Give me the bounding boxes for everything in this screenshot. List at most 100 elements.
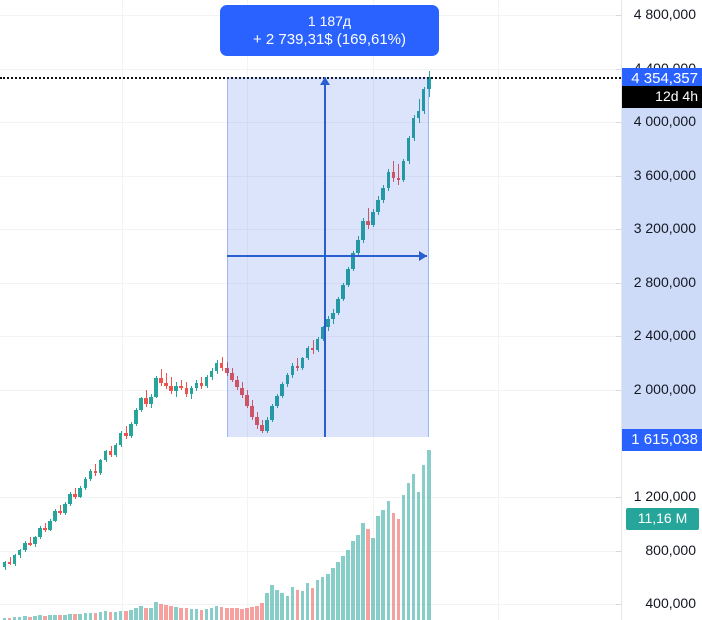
volume-value-tag[interactable]: 11,16 M	[626, 508, 699, 530]
candle-body	[113, 444, 118, 455]
candle-body	[123, 433, 128, 436]
grid-line-h	[0, 604, 621, 605]
measurement-axis-line	[324, 77, 326, 437]
price-axis-tick-label: 4 000,000	[633, 113, 696, 129]
volume-bar	[63, 614, 67, 620]
candle-body	[356, 240, 360, 253]
volume-bar	[58, 615, 62, 620]
candle-body	[164, 382, 168, 387]
candle-wick	[181, 379, 182, 391]
volume-bar	[164, 605, 168, 620]
candle-body	[108, 451, 113, 455]
candle-body	[426, 76, 431, 90]
volume-bar	[330, 568, 335, 620]
selection-low-price-tag[interactable]: 1 615,038	[622, 429, 702, 451]
volume-bar	[240, 608, 244, 620]
volume-bar	[366, 528, 370, 620]
volume-bar	[43, 615, 47, 620]
candle-body	[270, 406, 274, 420]
price-axis-tick-mark	[616, 15, 621, 16]
price-axis-tick-mark	[616, 390, 621, 391]
candle-body	[144, 398, 148, 405]
volume-bar	[285, 595, 290, 620]
volume-bar	[219, 607, 224, 620]
candle-body	[63, 504, 67, 514]
volume-bar	[159, 604, 163, 620]
candle-body	[381, 187, 386, 200]
volume-bar	[320, 577, 325, 620]
candle-body	[235, 380, 239, 388]
candle-body	[184, 387, 189, 394]
candle-body	[199, 382, 204, 387]
price-axis-tick-mark	[616, 497, 621, 498]
grid-line-h	[0, 229, 621, 230]
volume-bar	[12, 617, 17, 620]
price-axis-tick-label: 3 600,000	[633, 167, 696, 183]
volume-bar	[118, 610, 123, 620]
volume-bar	[169, 606, 173, 620]
volume-bar	[209, 607, 214, 620]
candle-body	[346, 269, 350, 285]
volume-bar	[310, 588, 315, 620]
volume-bar	[68, 613, 72, 620]
price-axis-selection-band	[622, 77, 702, 437]
candle-body	[214, 362, 219, 372]
volume-bar	[7, 617, 12, 620]
candle-body	[169, 386, 173, 391]
candle-wick	[166, 373, 167, 389]
volume-bar	[194, 609, 199, 620]
candle-body	[219, 362, 224, 369]
price-level-line	[0, 76, 621, 79]
candle-body	[330, 312, 335, 320]
volume-bar	[204, 608, 209, 620]
price-axis-tick-mark	[616, 336, 621, 337]
candle-body	[83, 478, 88, 488]
volume-bar	[22, 616, 27, 620]
measurement-selection-box[interactable]	[227, 77, 429, 437]
grid-line-h	[0, 176, 621, 177]
last-price-tag[interactable]: 4 354,357	[622, 68, 702, 90]
measurement-tooltip[interactable]: 1 187д + 2 739,31$ (169,61%)	[220, 5, 439, 56]
volume-bar	[280, 593, 285, 620]
price-chart-plot[interactable]	[0, 0, 621, 620]
candle-body	[27, 543, 32, 545]
volume-bar	[2, 618, 7, 620]
grid-line-v	[498, 0, 499, 620]
volume-bar	[73, 614, 78, 620]
grid-line-v	[373, 0, 374, 620]
candle-wick	[297, 357, 298, 372]
candle-body	[411, 117, 416, 139]
volume-bar	[255, 606, 259, 620]
candle-wick	[171, 377, 172, 394]
candle-body	[189, 388, 194, 394]
candle-body	[33, 537, 37, 545]
candle-body	[386, 172, 391, 188]
volume-bar	[149, 608, 153, 620]
volume-bar	[229, 608, 234, 620]
candle-body	[159, 378, 163, 383]
price-axis-tick-mark	[616, 176, 621, 177]
candle-body	[78, 487, 83, 497]
volume-bar	[113, 611, 118, 620]
candle-body	[376, 199, 381, 212]
candle-wick	[313, 339, 314, 354]
volume-bar	[88, 612, 93, 620]
price-axis-tick-mark	[616, 122, 621, 123]
candle-body	[300, 358, 305, 369]
volume-bar	[270, 584, 274, 620]
volume-bar	[93, 613, 98, 620]
grid-line-h	[0, 551, 621, 552]
candle-body	[295, 365, 300, 369]
candle-wick	[30, 537, 31, 547]
candle-body	[179, 386, 184, 388]
candle-body	[305, 348, 310, 359]
candle-body	[58, 510, 62, 514]
volume-bar	[325, 574, 330, 620]
volume-bar	[214, 606, 219, 620]
candle-body	[88, 470, 93, 479]
candle-body	[361, 220, 365, 241]
candle-body	[275, 395, 280, 407]
candle-body	[98, 460, 103, 474]
